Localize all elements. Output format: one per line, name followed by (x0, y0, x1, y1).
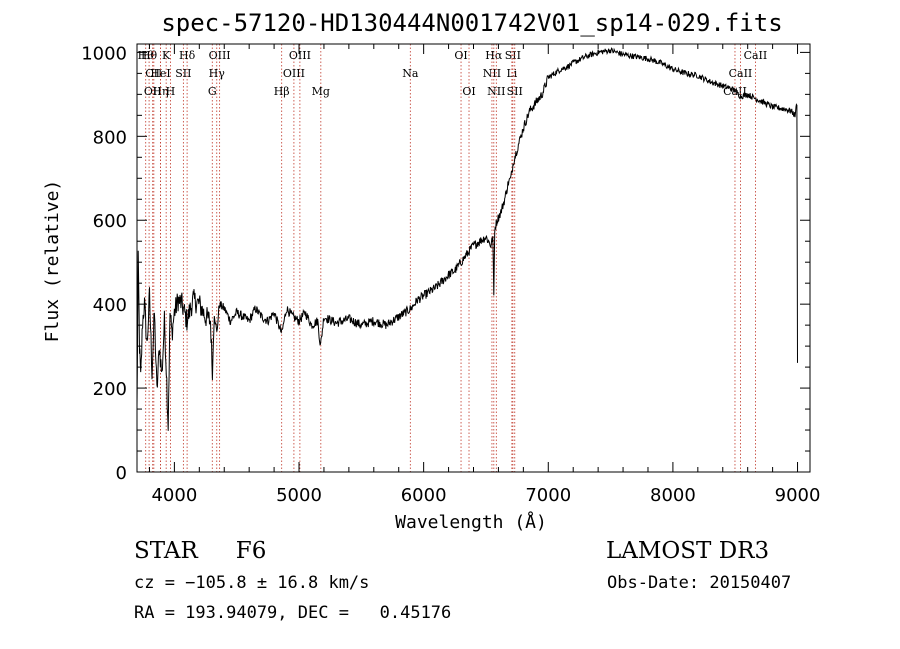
line-label-20: NII (483, 67, 501, 80)
x-tick-label-5000: 5000 (276, 485, 322, 506)
line-label-27: CaII (729, 67, 753, 80)
x-tick-label-4000: 4000 (151, 485, 197, 506)
line-label-9: Hδ (179, 49, 196, 62)
line-label-21: Hα (485, 49, 503, 62)
line-label-13: Hβ (274, 85, 290, 98)
x-tick-label-8000: 8000 (650, 485, 696, 506)
ra-dec: RA = 193.94079, DEC = 0.45176 (134, 603, 452, 623)
x-axis: 4000 5000 6000 7000 8000 9000 (148, 44, 821, 506)
line-label-16: Mg (312, 85, 330, 98)
line-label-10: G (208, 85, 217, 98)
plot-frame (136, 43, 811, 473)
line-label-8: SII (175, 67, 191, 80)
x-tick-label-6000: 6000 (401, 485, 447, 506)
y-axis: 0 200 400 600 800 1000 (81, 43, 810, 484)
line-label-6: K (162, 49, 171, 62)
line-label-1: Hθ (141, 49, 158, 62)
line-label-4: Hη (152, 85, 168, 98)
line-label-11: Hγ (209, 67, 226, 80)
line-label-15: OIII (289, 49, 311, 62)
survey-label: LAMOST DR3 (606, 538, 770, 564)
line-label-19: OI (462, 85, 475, 98)
y-tick-label-600: 600 (93, 211, 127, 232)
line-label-18: OI (454, 49, 467, 62)
y-tick-label-400: 400 (93, 295, 127, 316)
flux-series-line (136, 47, 798, 431)
line-label-17: Na (402, 67, 419, 80)
line-label-25: SII (507, 85, 523, 98)
chart-title: spec-57120-HD130444N001742V01_sp14-029.f… (161, 9, 782, 37)
x-axis-label: Wavelength (Å) (395, 511, 547, 533)
y-tick-label-200: 200 (93, 379, 127, 400)
line-label-14: OIII (283, 67, 305, 80)
line-label-3: CII (145, 67, 162, 80)
line-label-23: Li (506, 67, 517, 80)
object-class: STAR F6 (134, 538, 266, 564)
emission-line-markers: HθHθOIICIIHηHeIKHSIIHδGHγOIIIHβOIIIOIIIM… (138, 44, 768, 472)
obs-date: Obs-Date: 20150407 (607, 573, 792, 593)
line-label-7: H (166, 85, 176, 98)
line-label-22: NII (487, 85, 505, 98)
line-label-12: OIII (209, 49, 231, 62)
line-label-5: HeI (150, 67, 170, 80)
y-axis-label: Flux (relative) (42, 180, 63, 343)
line-label-2: OII (144, 85, 162, 98)
line-label-28: CaII (744, 49, 768, 62)
y-tick-label-800: 800 (93, 127, 127, 148)
y-tick-label-0: 0 (116, 463, 127, 484)
y-tick-label-1000: 1000 (81, 43, 127, 64)
class-label: STAR (134, 538, 198, 564)
redshift-cz: cz = −105.8 ± 16.8 km/s (134, 573, 370, 593)
x-tick-label-9000: 9000 (775, 485, 821, 506)
line-label-24: SII (505, 49, 521, 62)
x-tick-label-7000: 7000 (525, 485, 571, 506)
subclass-label: F6 (235, 538, 267, 564)
